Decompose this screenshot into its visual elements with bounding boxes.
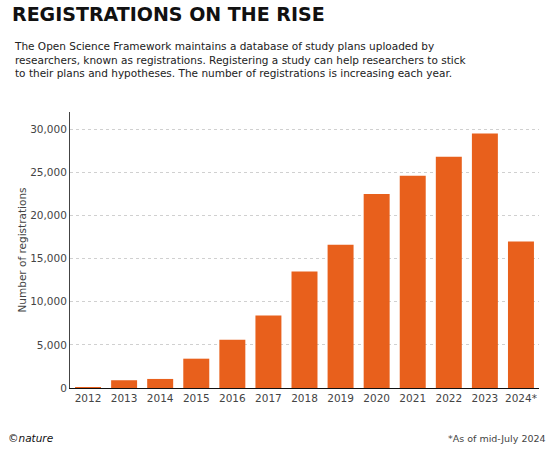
svg-text:0: 0 [60, 382, 67, 394]
svg-text:REGISTRATIONS ON THE RISE: REGISTRATIONS ON THE RISE [12, 3, 325, 25]
svg-text:30,000: 30,000 [30, 123, 67, 135]
svg-text:2020: 2020 [363, 392, 390, 404]
svg-text:2013: 2013 [111, 392, 138, 404]
svg-text:2017: 2017 [255, 392, 282, 404]
svg-text:2012: 2012 [75, 392, 102, 404]
svg-text:15,000: 15,000 [30, 252, 67, 264]
svg-text:25,000: 25,000 [30, 166, 67, 178]
svg-text:2018: 2018 [291, 392, 318, 404]
svg-text:©nature: ©nature [8, 432, 53, 444]
svg-text:20,000: 20,000 [30, 209, 67, 221]
svg-text:*As of mid-July 2024: *As of mid-July 2024 [448, 433, 546, 444]
svg-text:2023: 2023 [472, 392, 499, 404]
svg-text:2016: 2016 [219, 392, 246, 404]
svg-text:2015: 2015 [183, 392, 210, 404]
svg-text:5,000: 5,000 [37, 339, 67, 351]
svg-text:2014: 2014 [147, 392, 174, 404]
svg-text:2024*: 2024* [505, 392, 537, 404]
svg-text:2019: 2019 [327, 392, 354, 404]
svg-text:The Open Science Framework mai: The Open Science Framework maintains a d… [14, 40, 466, 79]
svg-text:10,000: 10,000 [30, 295, 67, 307]
svg-text:2022: 2022 [435, 392, 462, 404]
svg-text:Number of registrations: Number of registrations [16, 187, 28, 312]
svg-text:2021: 2021 [399, 392, 426, 404]
